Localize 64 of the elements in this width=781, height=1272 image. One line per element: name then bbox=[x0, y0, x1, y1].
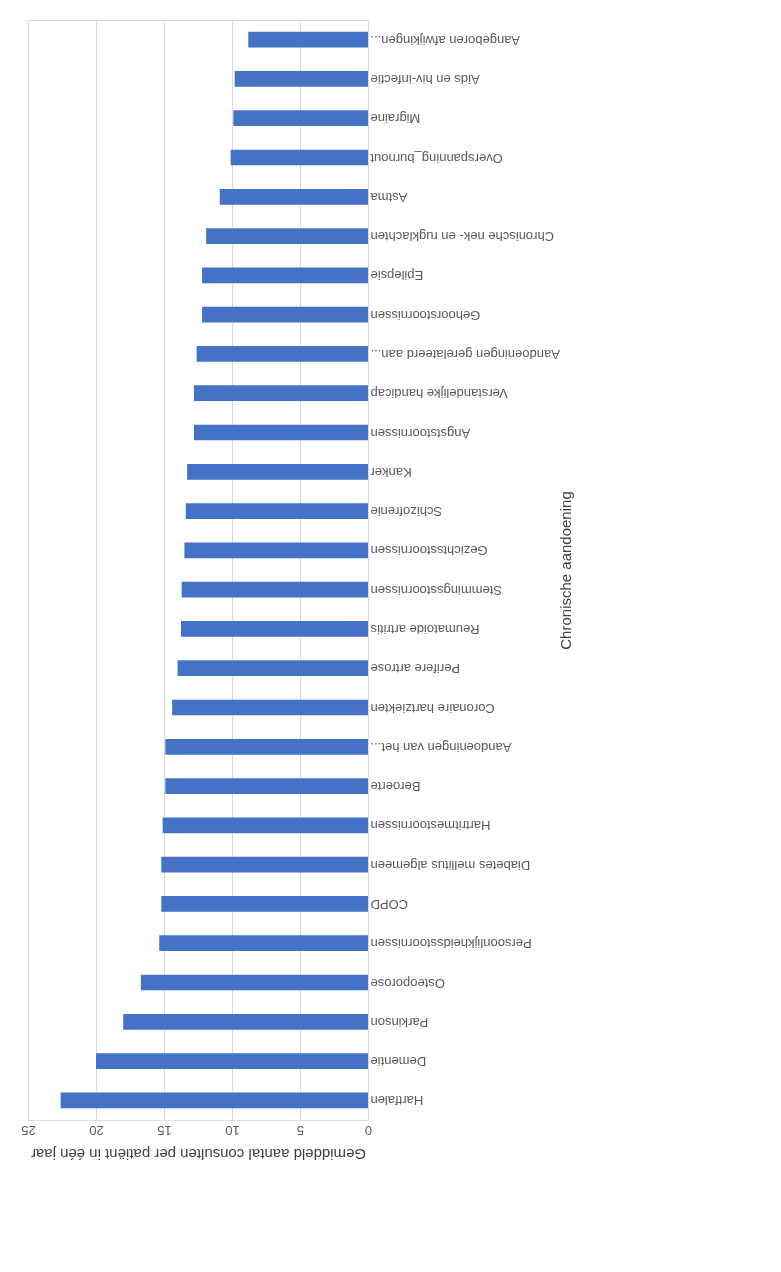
y-tick-label: Reumatoide artritis bbox=[370, 621, 480, 637]
x-tick-label: 25 bbox=[21, 1122, 36, 1138]
bar bbox=[248, 31, 368, 48]
bar bbox=[187, 463, 368, 480]
bar bbox=[234, 71, 368, 87]
bar bbox=[165, 778, 368, 794]
y-tick-label: Overspanning_burnout bbox=[370, 150, 503, 166]
y-tick-label: Migraine bbox=[370, 111, 421, 127]
y-tick-label: Aangeboren afwijkingen... bbox=[370, 32, 521, 48]
x-tick-label: 5 bbox=[296, 1122, 305, 1138]
bar bbox=[184, 542, 368, 559]
bar bbox=[162, 817, 368, 834]
bar bbox=[96, 1053, 368, 1069]
y-tick-label: Epilepsie bbox=[370, 268, 424, 284]
x-tick-label: 0 bbox=[364, 1122, 373, 1138]
y-tick-label: Coronaire hartziekten bbox=[370, 700, 495, 716]
bar bbox=[172, 699, 368, 716]
y-tick-label: Aids en hiv-infectie bbox=[370, 71, 480, 87]
x-tick-label: 15 bbox=[157, 1122, 172, 1138]
x-tick-label: 10 bbox=[225, 1122, 240, 1138]
bar bbox=[230, 149, 368, 166]
y-tick-label: Chronische nek- en rugklachten bbox=[370, 229, 555, 245]
y-axis-title: Chronische aandoening bbox=[556, 491, 574, 650]
bar bbox=[219, 188, 368, 205]
y-tick-label: Angststoornissen bbox=[370, 425, 471, 441]
bar bbox=[185, 503, 368, 519]
y-tick-label: COPD bbox=[370, 896, 409, 912]
bar bbox=[165, 738, 368, 755]
y-tick-label: Kanker bbox=[369, 464, 412, 480]
bar bbox=[60, 1092, 368, 1109]
y-tick-label: Persoonlijkheidsstoornissen bbox=[370, 936, 532, 952]
bar bbox=[196, 346, 368, 362]
bar bbox=[123, 1013, 368, 1030]
bar bbox=[193, 424, 368, 441]
bar bbox=[181, 581, 368, 598]
bar bbox=[159, 935, 368, 952]
bar bbox=[206, 228, 368, 244]
y-tick-label: Parkinson bbox=[370, 1014, 429, 1030]
bar bbox=[177, 660, 368, 677]
y-tick-label: Perifere artrose bbox=[370, 661, 461, 677]
y-tick-label: Aandoeningen van het... bbox=[370, 739, 512, 755]
y-tick-label: Astma bbox=[369, 189, 408, 205]
y-tick-label: Hartfalen bbox=[370, 1093, 424, 1109]
y-tick-label: Hartritmestoornissen bbox=[370, 818, 491, 834]
y-tick-label: Osteoporose bbox=[370, 975, 445, 991]
bar bbox=[161, 856, 368, 873]
y-tick-label: Gehoorstoornissen bbox=[370, 307, 481, 323]
y-tick-label: Dementie bbox=[370, 1054, 427, 1070]
y-tick-label: Gezichtsstoornissen bbox=[370, 543, 488, 559]
bar bbox=[140, 974, 368, 991]
y-tick-label: Verstandelijke handicap bbox=[370, 386, 508, 402]
bar bbox=[181, 621, 368, 637]
bar bbox=[202, 306, 368, 323]
y-tick-label: Diabetes mellitus algemeen bbox=[370, 857, 531, 873]
y-tick-label: Schizofrenie bbox=[370, 504, 443, 520]
bar bbox=[193, 385, 368, 402]
bar bbox=[233, 110, 368, 127]
x-tick-label: 20 bbox=[89, 1122, 104, 1138]
y-tick-label: Stemmingsstoornissen bbox=[370, 582, 502, 598]
x-axis-title: Gemiddeld aantal consulten per patiënt in één jaar bbox=[30, 1145, 367, 1163]
bar bbox=[161, 896, 368, 912]
bar bbox=[202, 267, 368, 284]
y-tick-label: Aandoeningen gerelateerd aan... bbox=[370, 346, 560, 362]
y-tick-label: Beroerte bbox=[370, 779, 421, 795]
